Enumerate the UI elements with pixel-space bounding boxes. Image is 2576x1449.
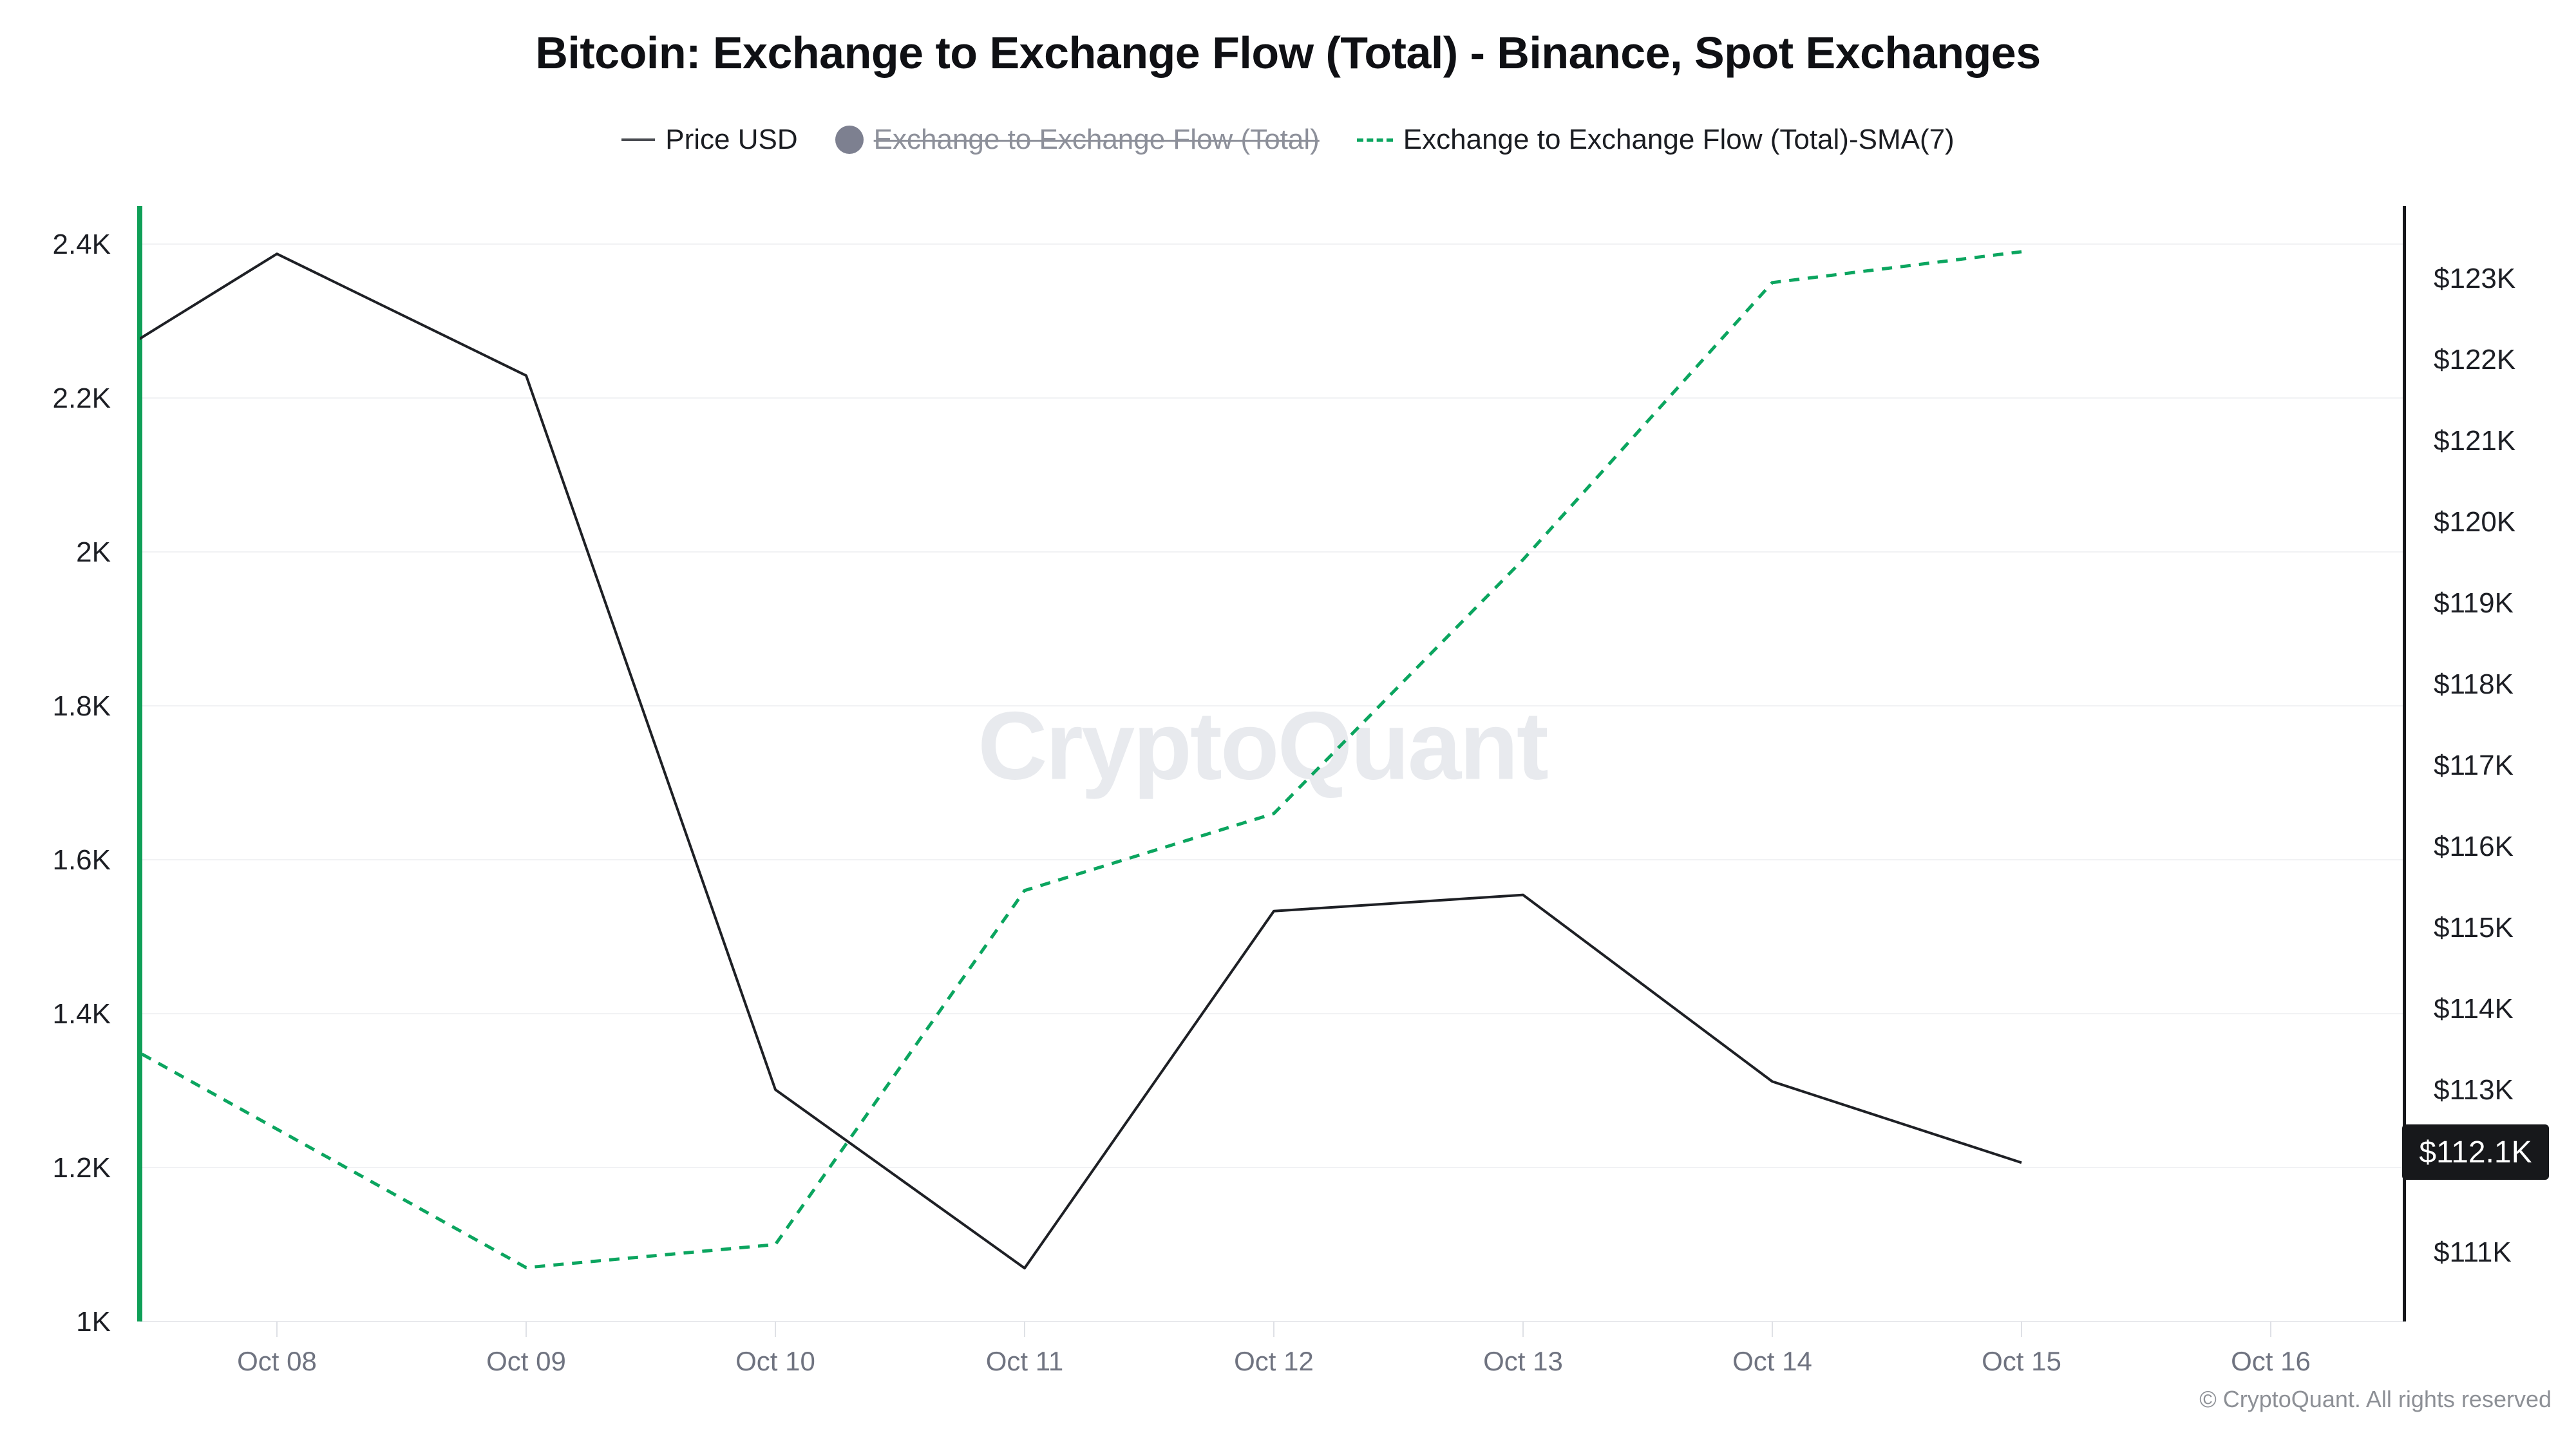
legend-label: Exchange to Exchange Flow (Total) xyxy=(873,124,1320,155)
left-axis-tick-label: 2.2K xyxy=(52,383,111,414)
right-axis-tick-label: $113K xyxy=(2434,1074,2514,1106)
right-axis-tick-label: $117K xyxy=(2434,750,2514,781)
left-axis-tick-label: 1.4K xyxy=(52,998,111,1030)
x-axis-tick-label: Oct 16 xyxy=(2231,1346,2311,1376)
x-axis-tick-label: Oct 13 xyxy=(1483,1346,1563,1376)
right-axis-tick-label: $121K xyxy=(2434,425,2515,457)
line-swatch-icon xyxy=(621,138,656,141)
left-axis-tick-label: 1K xyxy=(76,1306,111,1338)
right-axis-tick-label: $115K xyxy=(2434,912,2514,943)
x-axis-tick-label: Oct 11 xyxy=(986,1346,1064,1376)
chart-title: Bitcoin: Exchange to Exchange Flow (Tota… xyxy=(535,28,2041,78)
dashed-line-swatch-icon xyxy=(1356,138,1393,142)
circle-swatch-icon xyxy=(835,126,864,154)
right-axis-tick-label: $119K xyxy=(2434,587,2514,619)
legend-label: Price USD xyxy=(665,124,798,155)
legend-item-exchange-flow[interactable]: Exchange to Exchange Flow (Total) xyxy=(835,124,1320,156)
left-axis-tick-label: 1.2K xyxy=(52,1152,111,1184)
left-axis-tick-label: 2K xyxy=(76,536,111,568)
legend: Price USD Exchange to Exchange Flow (Tot… xyxy=(0,124,2576,156)
x-axis-tick-label: Oct 10 xyxy=(735,1346,815,1376)
legend-item-exchange-flow-sma[interactable]: Exchange to Exchange Flow (Total)-SMA(7) xyxy=(1356,124,1955,156)
copyright-footer: © CryptoQuant. All rights reserved xyxy=(2199,1386,2552,1412)
left-axis-tick-label: 1.6K xyxy=(52,844,111,876)
left-axis-line xyxy=(137,206,142,1321)
right-axis-tick-label: $122K xyxy=(2434,344,2515,375)
legend-item-price-usd[interactable]: Price USD xyxy=(621,124,798,156)
x-axis-tick-label: Oct 15 xyxy=(1982,1346,2061,1376)
x-axis-tick-label: Oct 12 xyxy=(1234,1346,1314,1376)
legend-label: Exchange to Exchange Flow (Total)-SMA(7) xyxy=(1403,124,1955,155)
right-axis-tick-label: $120K xyxy=(2434,506,2515,538)
cryptoquant-watermark: CryptoQuant xyxy=(978,691,1549,800)
right-axis-tick-label: $118K xyxy=(2434,668,2514,700)
right-axis-tick-label: $116K xyxy=(2434,831,2514,862)
right-axis-tick-label: $114K xyxy=(2434,993,2514,1025)
left-axis-tick-label: 1.8K xyxy=(52,690,111,722)
right-axis-tick-label: $123K xyxy=(2434,263,2515,294)
x-axis-tick-label: Oct 14 xyxy=(1732,1346,1812,1376)
left-axis-tick-label: 2.4K xyxy=(52,229,111,260)
right-axis-tick-label: $111K xyxy=(2434,1236,2512,1268)
right-axis-line xyxy=(2403,206,2406,1321)
x-axis-tick-label: Oct 09 xyxy=(486,1346,566,1376)
series-price-line xyxy=(140,252,2022,1270)
x-axis-tick-label: Oct 08 xyxy=(237,1346,317,1376)
current-price-badge: $112.1K xyxy=(2402,1124,2549,1180)
series-sma-line xyxy=(140,250,2022,1269)
